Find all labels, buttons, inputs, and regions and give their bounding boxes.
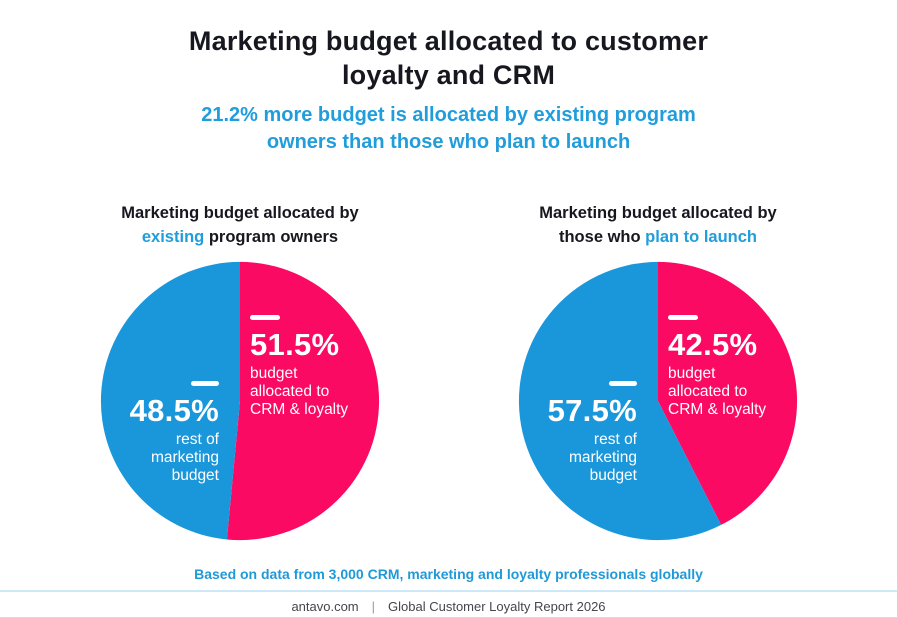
pie-slice-budget-allocated-to-crm-loyalty (226, 261, 380, 541)
footnote: Based on data from 3,000 CRM, marketing … (194, 566, 703, 582)
footer-bar: antavo.com | Global Customer Loyalty Repor… (0, 599, 897, 614)
page-title-line2: loyalty and CRM (341, 60, 556, 90)
pie-slice-rest-of-marketing-budget (518, 261, 722, 541)
pie-slice-budget-allocated-to-crm-loyalty (658, 261, 798, 525)
chart-right-heading-line1: Marketing budget allocated by (539, 204, 777, 222)
chart-right-heading-rest: those who (558, 228, 641, 246)
footer-divider (0, 590, 897, 592)
dash-icon (250, 315, 280, 320)
page-subtitle-line1: 21.2% more budget is allocated by existi… (201, 104, 696, 126)
pie-svg-existing-owners (100, 261, 380, 541)
left-pie-crm-label: 51.5% budget allocated to CRM & loyalty (250, 315, 380, 419)
chart-left-heading-accent: existing (141, 228, 205, 246)
pie-svg-plan-to-launch (518, 261, 798, 541)
right-pie-rest-description: rest of marketing budget (568, 431, 637, 484)
chart-right-heading-block: Marketing budget allocated by those who … (458, 201, 858, 249)
page-subtitle: 21.2% more budget is allocated by existi… (0, 102, 897, 156)
left-pie-rest-percentage: 48.5% (129, 393, 219, 428)
right-pie-rest-label: 57.5% rest of marketing budget (518, 381, 637, 485)
footer-report-name: Global Customer Loyalty Report 2026 (388, 599, 606, 614)
chart-left-heading-line1: Marketing budget allocated by (121, 204, 359, 222)
page-title: Marketing budget allocated to customer l… (0, 24, 897, 92)
page-title-line1: Marketing budget allocated to customer (188, 26, 709, 56)
right-pie-crm-percentage: 42.5% (668, 327, 758, 362)
pie-chart-plan-to-launch: 42.5% budget allocated to CRM & loyalty … (518, 261, 798, 541)
right-pie-rest-percentage: 57.5% (547, 393, 637, 428)
footer-separator: | (371, 599, 376, 614)
chart-left-heading-block: Marketing budget allocated by existing p… (40, 201, 440, 249)
left-pie-crm-description: budget allocated to CRM & loyalty (250, 365, 349, 418)
pie-chart-existing-owners: 51.5% budget allocated to CRM & loyalty … (100, 261, 380, 541)
right-pie-crm-description: budget allocated to CRM & loyalty (668, 365, 767, 418)
left-pie-crm-percentage: 51.5% (250, 327, 340, 362)
dash-icon (191, 381, 219, 386)
chart-left-heading-rest: program owners (208, 228, 339, 246)
chart-left-heading-line2: existing program owners (40, 225, 440, 249)
chart-right-heading-line2: those who plan to launch (458, 225, 858, 249)
chart-left-heading: Marketing budget allocated by existing p… (40, 201, 440, 249)
left-pie-rest-description: rest of marketing budget (150, 431, 219, 484)
dash-icon (609, 381, 637, 386)
right-pie-crm-label: 42.5% budget allocated to CRM & loyalty (668, 315, 798, 419)
dash-icon (668, 315, 698, 320)
footer-site-link[interactable]: antavo.com (291, 599, 359, 614)
page-subtitle-line2: owners than those who plan to launch (266, 131, 631, 153)
left-pie-rest-label: 48.5% rest of marketing budget (100, 381, 219, 485)
pie-slice-rest-of-marketing-budget (100, 261, 240, 540)
chart-right-heading-accent: plan to launch (645, 228, 758, 246)
chart-right-heading: Marketing budget allocated by those who … (458, 201, 858, 249)
